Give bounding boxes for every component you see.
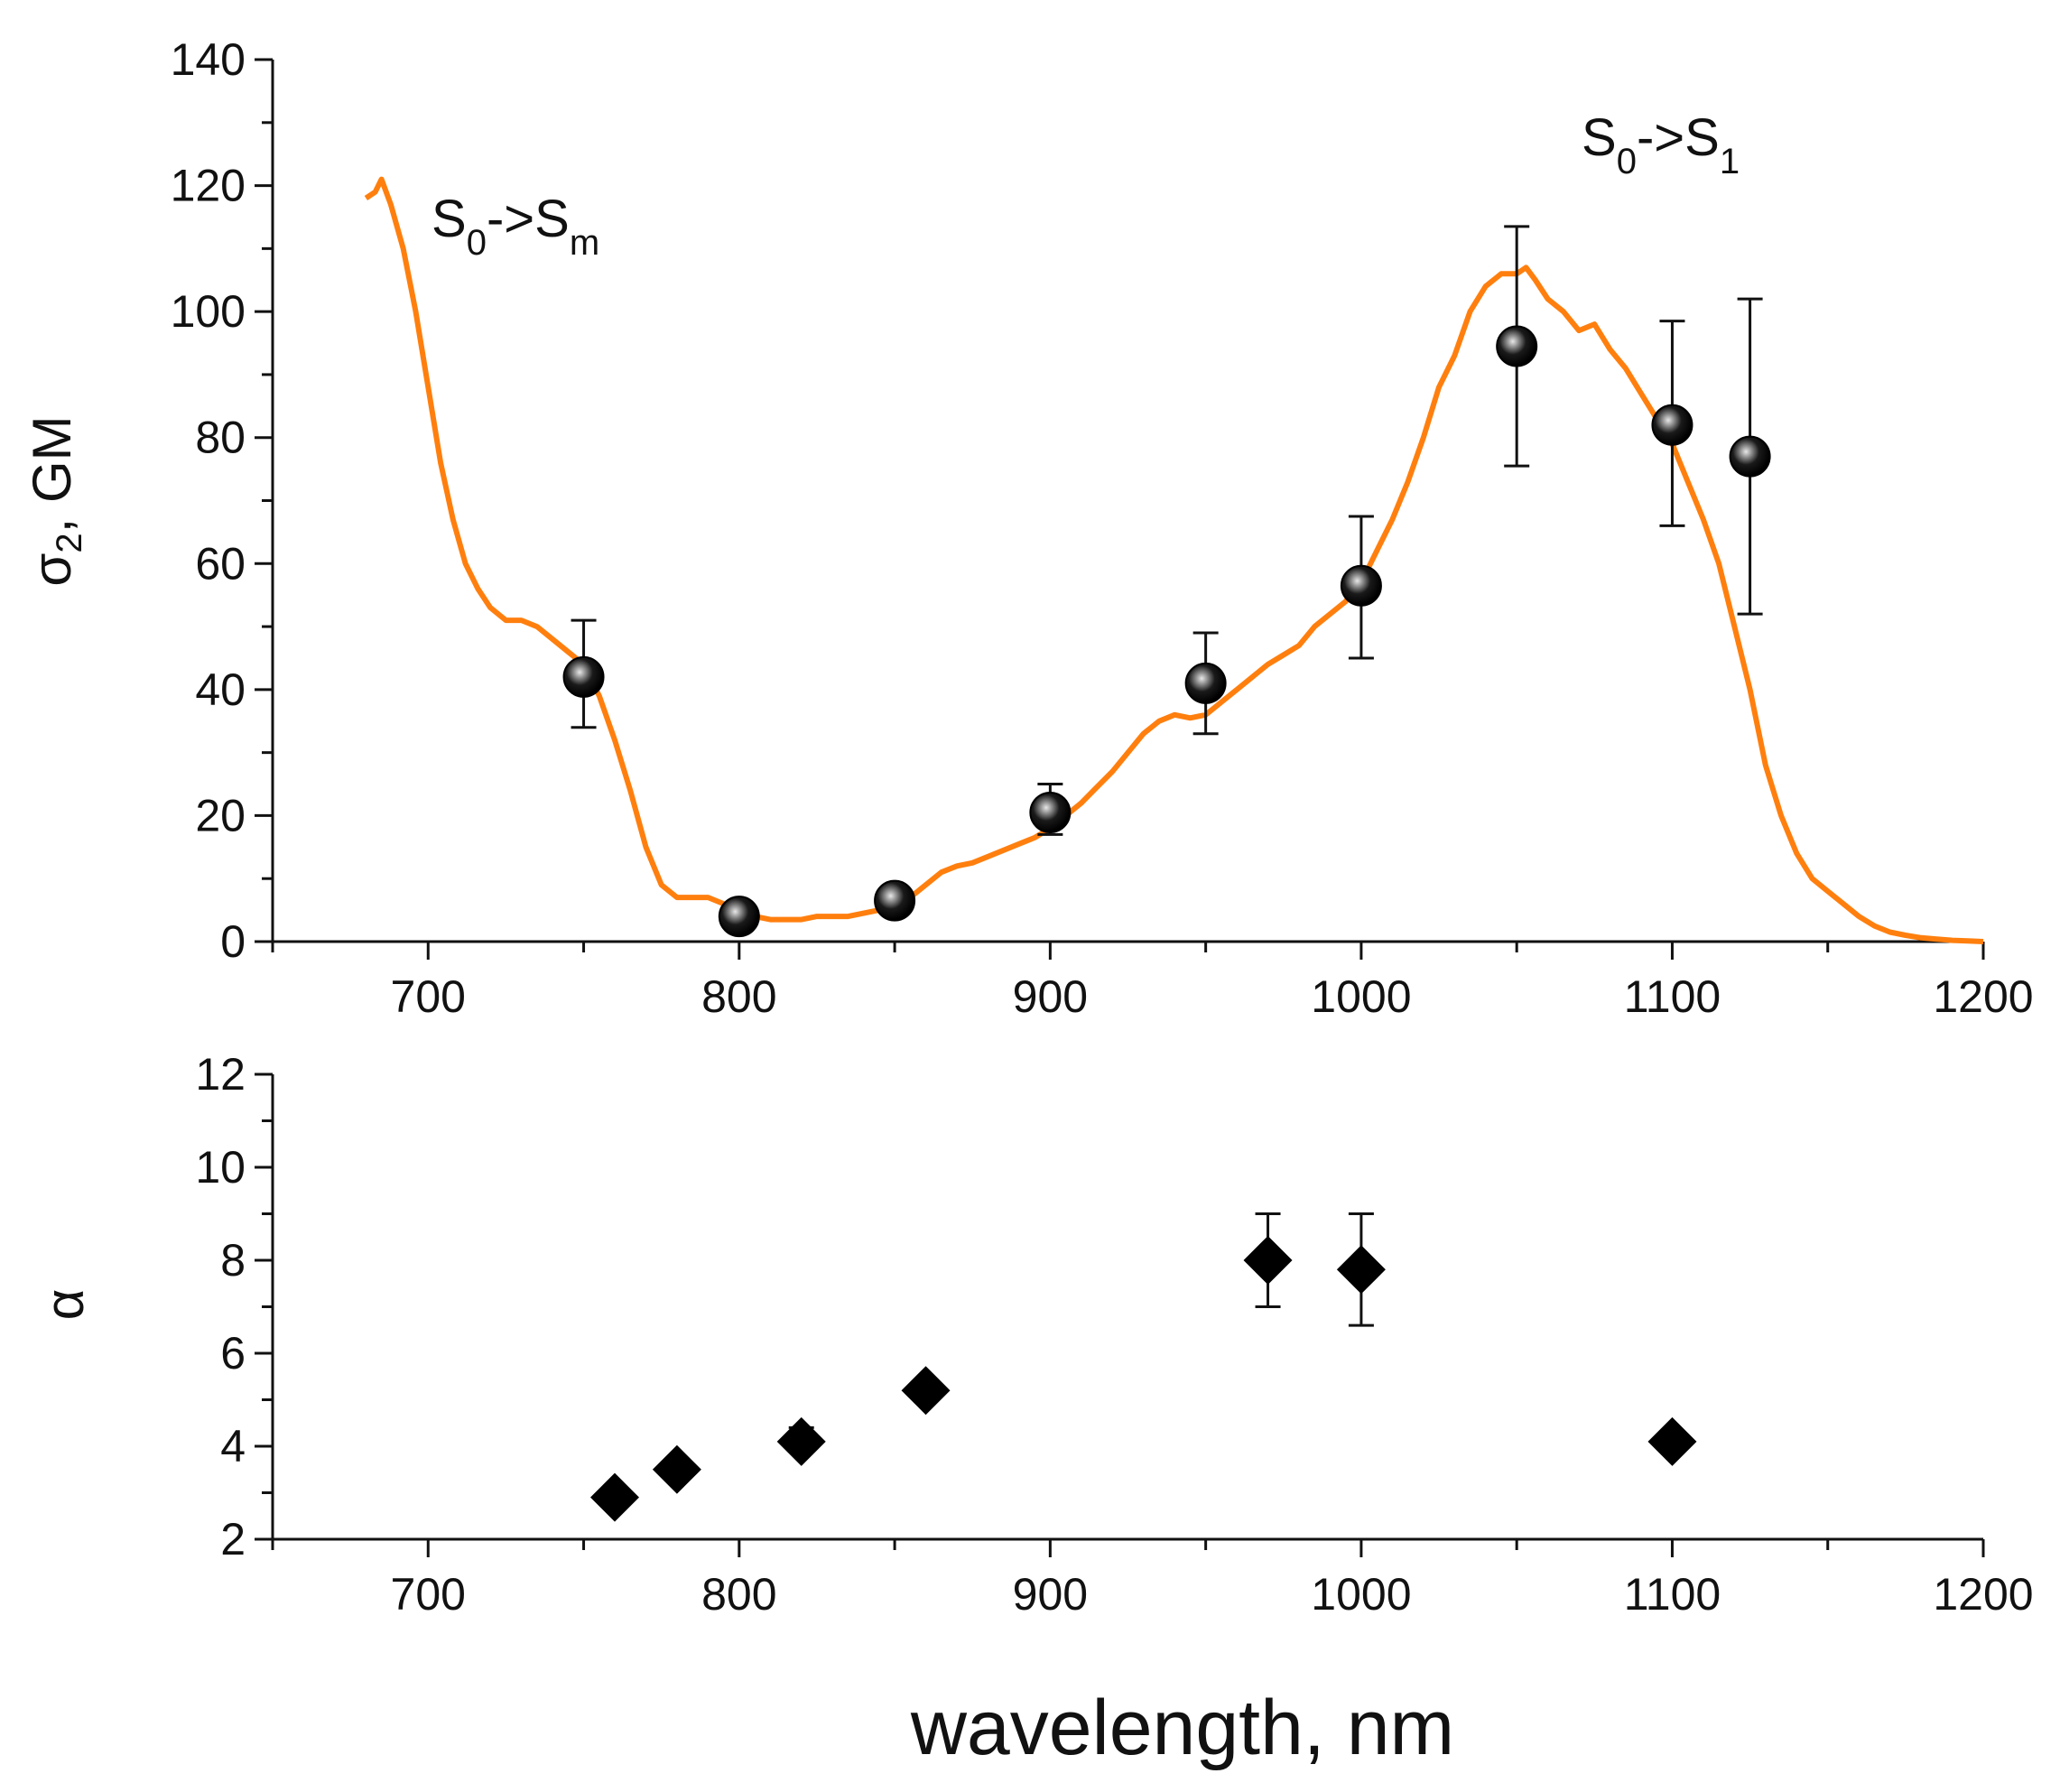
top-y-tick-label: 120 xyxy=(171,161,246,211)
diamond-marker xyxy=(652,1444,701,1494)
bottom-x-tick-label: 900 xyxy=(1013,1569,1088,1620)
data-point xyxy=(562,655,605,698)
top-x-tick-label: 700 xyxy=(391,971,466,1022)
top-x-tick-label: 800 xyxy=(701,971,776,1022)
spectrum-line xyxy=(364,176,1984,944)
diamond-marker xyxy=(590,1472,639,1522)
bottom-y-tick-label: 10 xyxy=(195,1142,246,1193)
bottom-x-tick-label: 1200 xyxy=(1933,1569,2033,1620)
diamond-marker xyxy=(1243,1236,1293,1285)
bottom-x-tick-label: 700 xyxy=(391,1569,466,1620)
bottom-y-tick-label: 8 xyxy=(220,1235,246,1286)
bottom-y-tick-label: 2 xyxy=(220,1514,246,1565)
top-tick-labels: 700 800 900 1000 1100 1200 0 20 40 60 80 100 120 140 xyxy=(171,34,2034,1022)
bottom-y-tick-label: 12 xyxy=(195,1049,246,1100)
annotation-s0-s1: S0->S1 xyxy=(1582,108,1740,181)
data-point xyxy=(718,896,760,938)
top-x-tick-label: 900 xyxy=(1013,971,1088,1022)
data-point xyxy=(1029,791,1072,833)
bottom-y-axis-label: α xyxy=(34,1289,95,1321)
top-y-tick-label: 40 xyxy=(195,664,246,715)
bottom-y-tick-label: 4 xyxy=(220,1421,246,1472)
top-y-tick-label: 100 xyxy=(171,286,246,337)
data-point xyxy=(1729,435,1771,478)
top-y-tick-label: 140 xyxy=(171,34,246,85)
bottom-error-bars xyxy=(788,1212,1374,1453)
top-panel: 700 800 900 1000 1100 1200020406080100120140 … xyxy=(22,34,2034,1022)
top-x-tick-label: 1000 xyxy=(1311,971,1411,1022)
data-point xyxy=(1184,662,1227,704)
data-point xyxy=(874,879,916,922)
x-axis-label: wavelength, nm xyxy=(910,1685,1454,1771)
top-y-tick-label: 60 xyxy=(195,538,246,589)
top-x-tick-label: 1200 xyxy=(1933,971,2033,1022)
bottom-y-tick-label: 6 xyxy=(220,1328,246,1379)
annotation-s0-sm: S0->Sm xyxy=(431,190,599,263)
bottom-tick-labels: 700 800 900 1000 1100 1200 2 4 6 8 10 12 xyxy=(195,1049,2033,1620)
data-point xyxy=(1651,404,1693,446)
diamond-marker xyxy=(776,1416,826,1466)
bottom-x-tick-label: 1100 xyxy=(1624,1569,1721,1620)
bottom-data-points xyxy=(590,1236,1697,1522)
bottom-x-tick-label: 1000 xyxy=(1311,1569,1411,1620)
bottom-x-tick-label: 800 xyxy=(701,1569,776,1620)
top-axes-ticks xyxy=(255,58,1985,960)
bottom-panel: 700 800 900 1000 1100 1200 2 4 6 8 10 12 α xyxy=(34,1049,2034,1620)
diamond-marker xyxy=(1336,1245,1386,1295)
top-x-tick-label: 1100 xyxy=(1624,971,1721,1022)
bottom-axes-ticks xyxy=(255,1072,1985,1557)
top-y-tick-label: 0 xyxy=(220,916,246,967)
top-y-tick-label: 20 xyxy=(195,790,246,840)
data-point xyxy=(1340,564,1382,607)
diamond-marker xyxy=(901,1366,951,1416)
top-y-axis-label: σ2, GM xyxy=(22,415,89,586)
data-point xyxy=(1496,325,1538,367)
diamond-marker xyxy=(1647,1416,1697,1466)
top-data-points xyxy=(562,325,1771,938)
top-y-tick-label: 80 xyxy=(195,413,246,463)
